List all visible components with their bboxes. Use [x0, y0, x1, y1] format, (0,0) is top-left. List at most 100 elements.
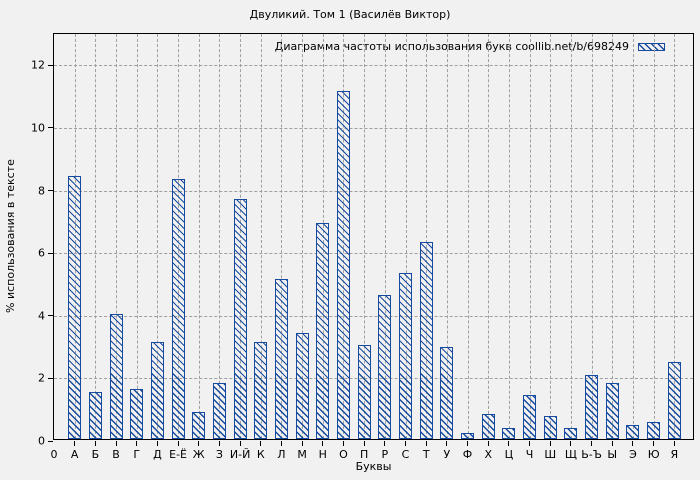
- x-tick-label: Т: [422, 448, 430, 461]
- bar-Е-Ё: [171, 179, 185, 439]
- bar-Ю: [647, 422, 661, 439]
- x-tick-label: Я: [670, 448, 679, 461]
- x-tick-mark: [508, 441, 510, 446]
- bar-В: [109, 314, 123, 439]
- bar-Д: [150, 342, 164, 439]
- x-tick-label: К: [256, 448, 265, 461]
- legend: Диаграмма частоты использования букв coo…: [275, 40, 665, 53]
- x-tick-label: Ы: [607, 448, 618, 461]
- x-tick-mark: [446, 441, 448, 446]
- x-tick-label: Е-Ё: [169, 448, 187, 461]
- y-tick-label: 0: [38, 434, 45, 448]
- y-tick-mark: [48, 127, 53, 129]
- bar-А: [68, 176, 82, 439]
- x-tick-label: Ю: [647, 448, 660, 461]
- x-tick-label: Э: [629, 448, 637, 461]
- x-tick-mark: [611, 441, 613, 446]
- y-axis-label: % использования в тексте: [4, 159, 17, 314]
- x-tick-label: Н: [318, 448, 327, 461]
- x-gridline: [467, 34, 469, 439]
- bar-Ж: [192, 412, 206, 439]
- y-tick-mark: [48, 190, 53, 192]
- y-tick-label: 12: [31, 58, 45, 72]
- y-tick-label: 10: [31, 121, 45, 135]
- x-tick-label: Х: [484, 448, 492, 461]
- bar-К: [254, 342, 268, 439]
- x-tick-mark: [301, 441, 303, 446]
- x-tick-label: Г: [133, 448, 141, 461]
- bar-Ф: [461, 433, 475, 439]
- plot-area: Диаграмма частоты использования букв coo…: [31, 33, 694, 461]
- x-tick-mark: [94, 441, 96, 446]
- y-gridline: [54, 190, 693, 192]
- y-tick-mark: [48, 315, 53, 317]
- y-gridline: [54, 253, 693, 255]
- legend-label: Диаграмма частоты использования букв coo…: [274, 40, 629, 53]
- bar-Т: [419, 242, 433, 439]
- x-tick-label: Б: [91, 448, 100, 461]
- y-gridline: [54, 315, 693, 317]
- x-tick-mark: [280, 441, 282, 446]
- x-tick-mark: [198, 441, 200, 446]
- x-gridline: [570, 34, 572, 439]
- x-tick-mark: [653, 441, 655, 446]
- bar-Ч: [523, 395, 537, 439]
- chart-title: Двуликий. Том 1 (Василёв Виктор): [249, 8, 451, 21]
- bar-Х: [481, 414, 495, 439]
- x-gridline: [488, 34, 490, 439]
- x-tick-mark: [74, 441, 76, 446]
- x-tick-label: М: [297, 448, 307, 461]
- bar-З: [212, 383, 226, 439]
- x-tick-mark: [156, 441, 158, 446]
- bar-Р: [378, 295, 392, 439]
- y-tick-label: 6: [38, 246, 45, 260]
- x-gridline: [219, 34, 221, 439]
- x-gridline: [302, 34, 304, 439]
- x-tick-label: В: [112, 448, 120, 461]
- x-tick-mark: [487, 441, 489, 446]
- bar-Г: [130, 389, 144, 439]
- x-gridline: [116, 34, 118, 439]
- x-gridline: [426, 34, 428, 439]
- x-axis-label: Буквы: [355, 460, 392, 473]
- y-tick-mark: [48, 440, 53, 442]
- x-tick-mark: [425, 441, 427, 446]
- x-tick-label: П: [360, 448, 369, 461]
- x-tick-mark: [260, 441, 262, 446]
- x-tick-label: У: [443, 448, 451, 461]
- bar-У: [440, 347, 454, 439]
- x-gridline: [364, 34, 366, 439]
- x-gridline: [384, 34, 386, 439]
- y-gridline: [54, 65, 693, 67]
- x-gridline: [136, 34, 138, 439]
- bar-Ш: [543, 416, 557, 439]
- x-tick-mark: [632, 441, 634, 446]
- x-gridline: [405, 34, 407, 439]
- x-tick-mark: [177, 441, 179, 446]
- x-tick-label: Ч: [525, 448, 534, 461]
- y-tick-label: 8: [38, 184, 45, 198]
- x-gridline: [550, 34, 552, 439]
- x-tick-label: Ж: [192, 448, 205, 461]
- x-tick-label: И-Й: [229, 448, 251, 461]
- x-tick-mark: [239, 441, 241, 446]
- y-tick-label: 4: [38, 309, 45, 323]
- x-tick-mark: [591, 441, 593, 446]
- x-tick-mark: [405, 441, 407, 446]
- x-gridline: [157, 34, 159, 439]
- x-tick-label: Л: [277, 448, 286, 461]
- x-tick-label: Р: [381, 448, 389, 461]
- x-tick-label: Д: [153, 448, 162, 461]
- x-gridline: [612, 34, 614, 439]
- x-gridline: [632, 34, 634, 439]
- x-tick-mark: [115, 441, 117, 446]
- x-tick-mark: [673, 441, 675, 446]
- bar-Ь-Ъ: [585, 375, 599, 439]
- x-tick-mark: [467, 441, 469, 446]
- y-gridline: [54, 378, 693, 380]
- bar-М: [295, 333, 309, 439]
- bar-Ы: [605, 383, 619, 439]
- x-tick-mark: [363, 441, 365, 446]
- y-tick-mark: [48, 377, 53, 379]
- bar-Э: [626, 425, 640, 439]
